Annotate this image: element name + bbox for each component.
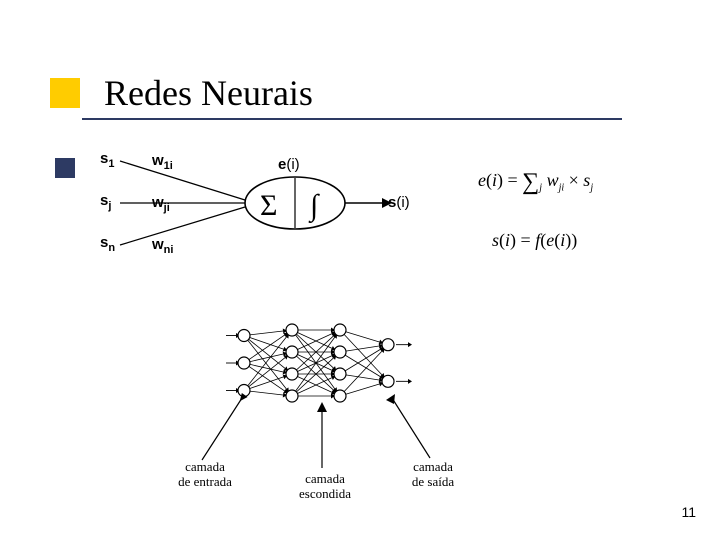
equation-e: e(i) = ∑j wji × sj <box>478 166 593 194</box>
neuron-diagram: Σ ∫ <box>100 145 420 265</box>
hidden-layer-label: camadaescondida <box>280 472 370 502</box>
title-underline <box>82 118 622 120</box>
equation-s: s(i) = f(e(i)) <box>492 230 577 251</box>
accent-navy-box <box>55 158 75 178</box>
svg-text:∫: ∫ <box>308 189 320 224</box>
output-layer-label: camadade saída <box>388 460 478 490</box>
page-title: Redes Neurais <box>104 72 313 114</box>
page-number: 11 <box>681 504 696 520</box>
svg-text:Σ: Σ <box>260 189 277 222</box>
accent-yellow-box <box>50 78 80 108</box>
input-layer-label: camadade entrada <box>160 460 250 490</box>
slide: { "title": "Redes Neurais", "page_number… <box>0 0 720 540</box>
